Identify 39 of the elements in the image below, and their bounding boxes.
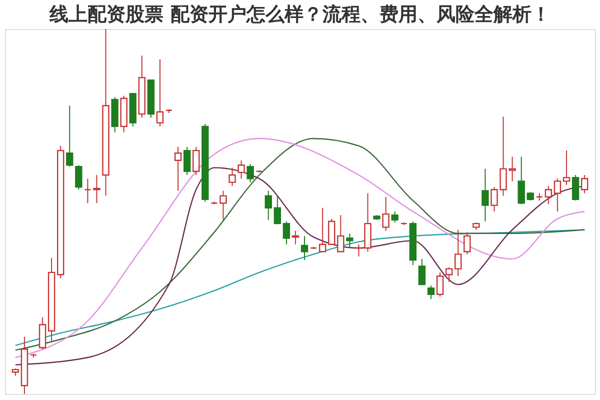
candlestick xyxy=(264,190,272,220)
candlestick xyxy=(464,232,471,255)
candlestick xyxy=(282,220,290,245)
candlestick xyxy=(427,285,435,300)
candlestick xyxy=(300,235,308,261)
candlestick xyxy=(554,178,562,212)
candlestick xyxy=(418,258,426,286)
candlestick xyxy=(482,168,489,222)
candlestick xyxy=(274,195,282,224)
candlestick xyxy=(346,232,354,248)
candlestick xyxy=(183,146,191,176)
candlestick xyxy=(192,146,200,176)
candlestick xyxy=(544,185,552,205)
candlestick xyxy=(328,218,336,245)
candlestick xyxy=(292,230,300,245)
candlestick xyxy=(445,266,453,282)
candlestick xyxy=(562,150,570,186)
candlestick xyxy=(518,156,525,205)
candlestick xyxy=(220,190,227,220)
candlestick xyxy=(38,316,46,350)
chart-title: 线上配资股票 配资开户怎么样？流程、费用、风险全解析！ xyxy=(48,4,550,26)
candlestick xyxy=(436,272,444,298)
candlestick xyxy=(318,207,326,252)
candlestick xyxy=(454,229,462,277)
candlestick xyxy=(238,160,245,180)
candlestick xyxy=(580,174,588,194)
candlestick xyxy=(156,58,164,127)
candlestick xyxy=(75,164,82,190)
candlestick xyxy=(174,146,182,192)
candlestick xyxy=(228,167,236,186)
candlestick xyxy=(382,196,390,232)
candlestick xyxy=(66,105,74,168)
candlestick xyxy=(84,178,92,204)
candlestick xyxy=(391,211,398,223)
candlestick xyxy=(93,174,100,204)
candlestick xyxy=(572,174,580,202)
candlestick xyxy=(246,164,254,183)
candlestick xyxy=(337,214,344,252)
candlestick xyxy=(355,244,362,257)
